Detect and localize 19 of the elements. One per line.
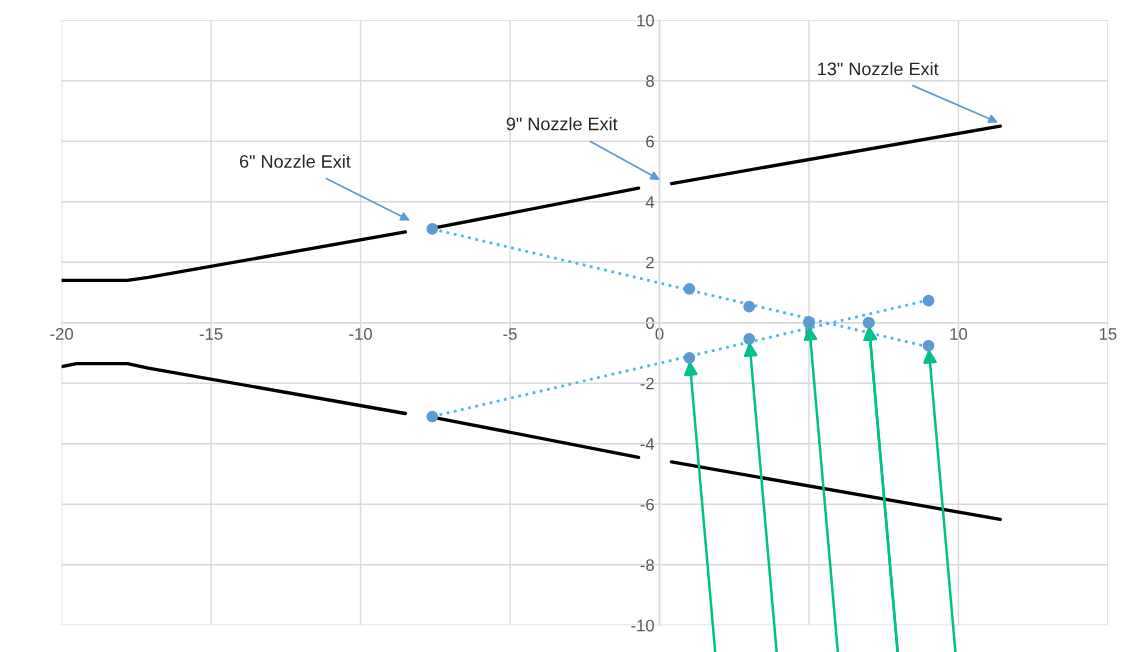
y-tick-label: -8 xyxy=(640,559,654,571)
y-tick-label: -10 xyxy=(631,619,654,632)
y-tick-label: -4 xyxy=(640,438,655,450)
x-tick-label: 15 xyxy=(1099,328,1117,340)
x-tick-label: -15 xyxy=(199,328,223,340)
x-tick-label: -10 xyxy=(349,328,372,340)
y-tick-label: 4 xyxy=(645,196,655,208)
y-tick-label: -6 xyxy=(640,498,654,511)
annotation: 13" Nozzle Exit xyxy=(818,62,939,76)
y-tick-label: 2 xyxy=(646,256,654,269)
y-tick-label: 8 xyxy=(646,75,654,87)
y-tick-label: 6 xyxy=(646,135,654,148)
x-tick-label: 10 xyxy=(950,328,968,340)
x-tick-label: -5 xyxy=(503,328,517,340)
y-tick-label: -2 xyxy=(640,377,654,390)
annotation: 6" Nozzle Exit xyxy=(239,154,351,168)
x-tick-label: -20 xyxy=(50,328,74,340)
y-tick-label: 10 xyxy=(637,14,654,27)
annotation: 9" Nozzle Exit xyxy=(506,117,618,131)
